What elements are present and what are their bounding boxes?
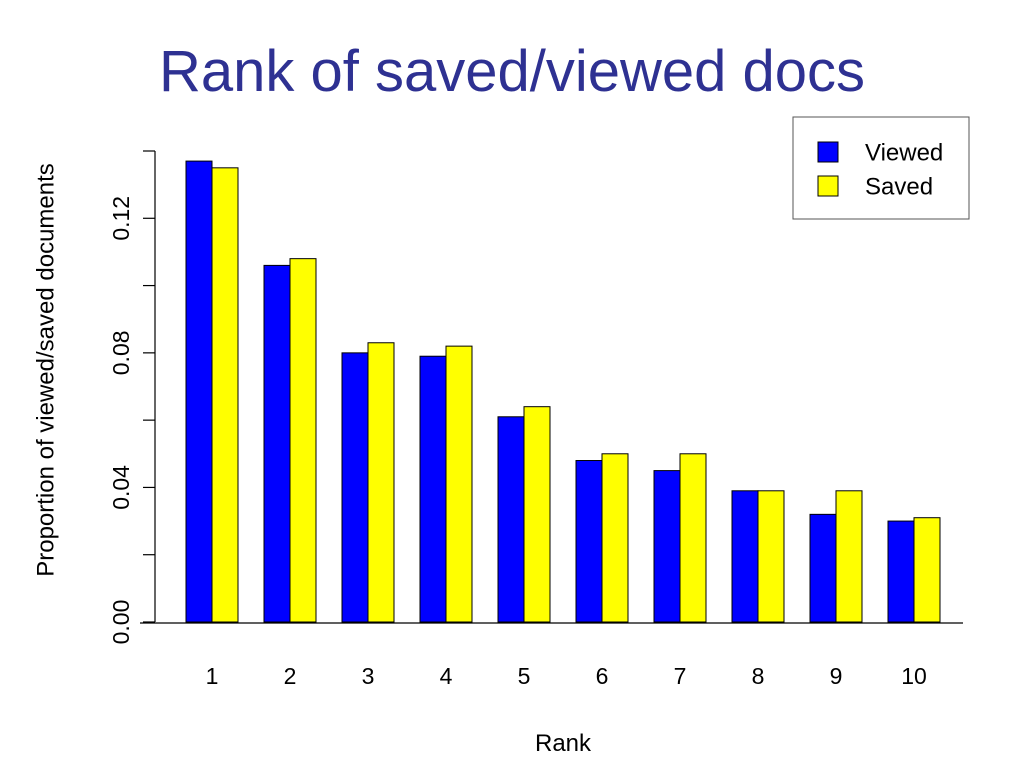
legend-label-saved: Saved [865, 173, 933, 200]
bar-viewed-rank-1 [185, 160, 213, 623]
y-tick-label: 0.08 [108, 330, 134, 375]
x-tick-label: 8 [752, 663, 765, 689]
bar-viewed-rank-2 [263, 264, 291, 623]
bar-saved-rank-9 [835, 490, 863, 623]
x-axis-title: Rank [535, 730, 592, 757]
bar-saved-rank-2 [289, 258, 317, 623]
y-tick-label: 0.04 [108, 465, 134, 510]
bar-saved-rank-3 [367, 342, 395, 623]
x-tick-label: 7 [674, 663, 687, 689]
bar-saved-rank-6 [601, 453, 629, 623]
x-tick-label: 3 [362, 663, 375, 689]
bar-saved-rank-8 [757, 490, 785, 623]
bars [185, 160, 941, 623]
y-tick-label: 0.00 [108, 600, 134, 645]
bar-viewed-rank-7 [653, 470, 681, 623]
x-tick-label: 1 [206, 663, 219, 689]
bar-saved-rank-1 [211, 167, 239, 623]
bar-viewed-rank-6 [575, 460, 603, 623]
bar-saved-rank-4 [445, 345, 473, 623]
legend-swatch-saved [817, 175, 839, 197]
x-tick-label: 6 [596, 663, 609, 689]
bar-saved-rank-10 [913, 517, 941, 623]
legend-swatch-viewed [817, 141, 839, 163]
x-tick-label: 10 [901, 663, 927, 689]
y-axis-title: Proportion of viewed/saved documents [32, 163, 59, 577]
legend-label-viewed: Viewed [865, 139, 943, 166]
bar-viewed-rank-3 [341, 352, 369, 623]
bar-viewed-rank-10 [887, 520, 915, 623]
legend: Viewed Saved [792, 116, 970, 220]
bar-viewed-rank-9 [809, 513, 837, 623]
bar-saved-rank-7 [679, 453, 707, 623]
y-axis: 0.00 0.04 0.08 0.12 [108, 150, 156, 645]
y-tick-label: 0.12 [108, 196, 134, 241]
bar-saved-rank-5 [523, 406, 551, 623]
bar-viewed-rank-5 [497, 416, 525, 623]
x-axis: 1 2 3 4 5 6 7 8 9 10 [140, 622, 963, 689]
slide-title: Rank of saved/viewed docs [158, 39, 866, 104]
legend-box [792, 116, 970, 220]
x-tick-label: 9 [830, 663, 843, 689]
x-tick-label: 5 [518, 663, 531, 689]
x-tick-label: 2 [284, 663, 297, 689]
bar-viewed-rank-8 [731, 490, 759, 623]
x-tick-label: 4 [440, 663, 453, 689]
bar-viewed-rank-4 [419, 355, 447, 623]
